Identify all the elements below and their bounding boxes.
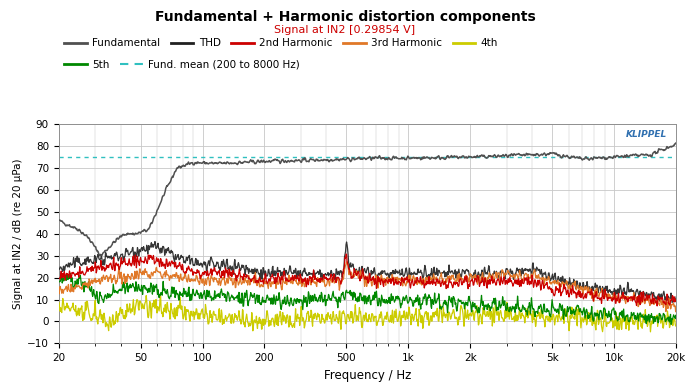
X-axis label: Frequency / Hz: Frequency / Hz [324, 369, 411, 382]
Text: KLIPPEL: KLIPPEL [626, 130, 667, 139]
Legend: 5th, Fund. mean (200 to 8000 Hz): 5th, Fund. mean (200 to 8000 Hz) [64, 59, 299, 69]
Y-axis label: Signal at IN2 / dB (re 20 µPa): Signal at IN2 / dB (re 20 µPa) [13, 159, 23, 309]
Legend: Fundamental, THD, 2nd Harmonic, 3rd Harmonic, 4th: Fundamental, THD, 2nd Harmonic, 3rd Harm… [64, 38, 498, 48]
Text: Signal at IN2 [0.29854 V]: Signal at IN2 [0.29854 V] [275, 25, 415, 35]
Text: Fundamental + Harmonic distortion components: Fundamental + Harmonic distortion compon… [155, 10, 535, 24]
